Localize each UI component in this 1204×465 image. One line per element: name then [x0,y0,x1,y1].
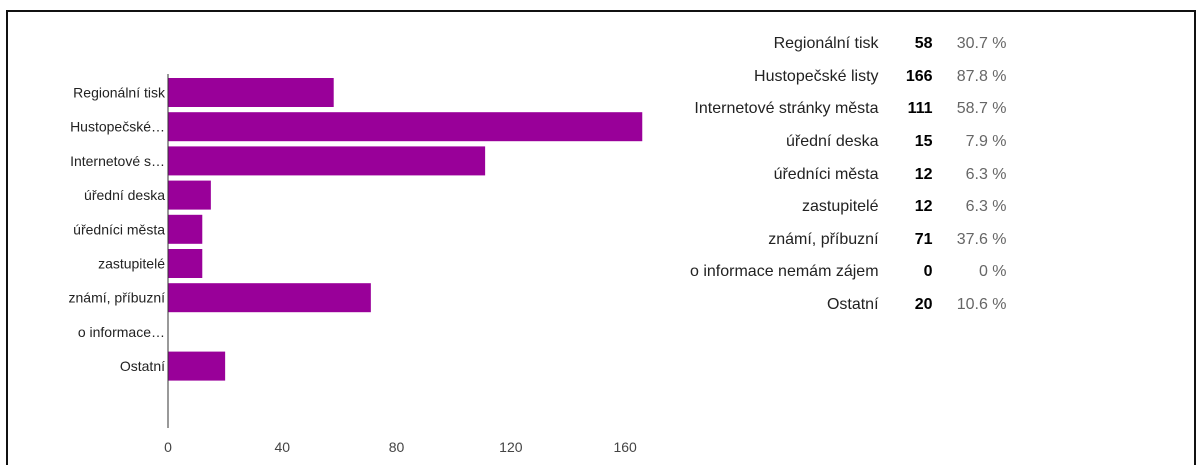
summary-table: Regionální tisk 58 30.7 % Hustopečské listy… [690,28,1007,321]
row-count: 20 [914,296,933,314]
row-percent: 6.3 % [965,198,1007,216]
row-percent: 37.6 % [956,230,1007,248]
row-label: úřední deska [786,133,879,151]
bar-3 [168,180,211,210]
row-count: 166 [905,67,933,85]
table-row: úřední deska 15 7.9 % [690,126,1007,159]
chart-frame [6,10,1196,465]
row-percent: 30.7 % [956,35,1007,53]
row-percent: 87.8 % [956,67,1007,85]
table-row: Hustopečské listy 166 87.8 % [690,61,1007,94]
table-row: Ostatní 20 10.6 % [690,289,1007,322]
row-count: 15 [914,133,933,151]
y-tick-label: o informace… [78,324,165,340]
bar-chart: Regionální tisk Hustopečské… Internetové s… [69,74,643,455]
table-row: známí, příbuzní 71 37.6 % [690,224,1007,257]
x-tick-label: 0 [164,439,172,455]
y-tick-label: Internetové s… [70,153,165,169]
x-tick-label: 40 [274,439,290,455]
row-count: 71 [914,230,933,248]
x-tick-label: 160 [613,439,637,455]
y-tick-label: známí, příbuzní [69,290,166,306]
bar-4 [168,214,203,244]
row-percent: 58.7 % [956,100,1007,118]
table-row: o informace nemám zájem 0 0 % [690,256,1007,289]
row-count: 12 [914,165,933,183]
table-row: Regionální tisk 58 30.7 % [690,28,1007,61]
row-count: 12 [914,198,933,216]
x-tick-label: 120 [499,439,523,455]
y-tick-label: Hustopečské… [70,119,165,135]
x-tick-label: 80 [389,439,405,455]
row-label: Internetové stránky města [694,100,879,118]
row-count: 0 [923,263,933,281]
table-row: úředníci města 12 6.3 % [690,158,1007,191]
row-percent: 0 % [978,263,1007,281]
row-label: Regionální tisk [773,35,879,53]
row-label: úředníci města [773,165,879,183]
y-tick-label: úředníci města [73,221,165,237]
row-label: Ostatní [826,296,879,314]
bar-1 [168,112,643,142]
row-label: známí, příbuzní [768,230,879,248]
row-percent: 10.6 % [956,296,1007,314]
row-label: zastupitelé [802,198,879,216]
table-row: Internetové stránky města 111 58.7 % [690,93,1007,126]
y-tick-label: zastupitelé [98,256,165,272]
bar-2 [168,146,486,176]
row-percent: 6.3 % [965,165,1007,183]
row-count: 58 [914,35,933,53]
row-label: o informace nemám zájem [690,263,879,281]
bar-0 [168,78,334,107]
y-tick-label: úřední deska [84,187,165,203]
row-count: 111 [907,100,933,118]
bar-6 [168,283,371,313]
bar-8 [168,351,226,381]
y-tick-label: Regionální tisk [73,85,166,101]
bar-5 [168,249,203,278]
y-tick-label: Ostatní [120,358,165,374]
row-percent: 7.9 % [965,133,1007,151]
row-label: Hustopečské listy [754,67,879,85]
table-row: zastupitelé 12 6.3 % [690,191,1007,224]
